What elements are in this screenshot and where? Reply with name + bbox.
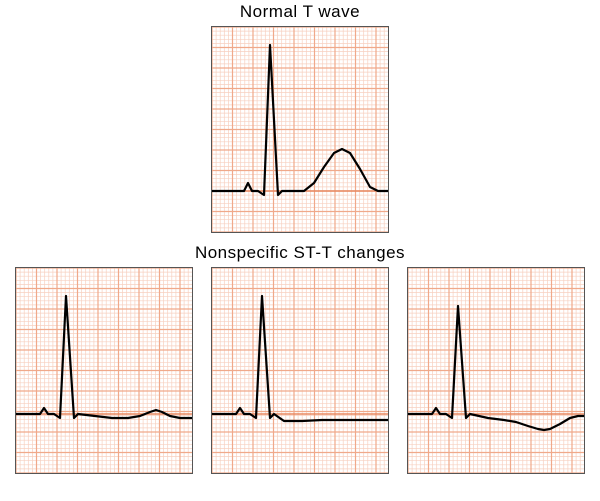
title-normal: Normal T wave [240, 2, 360, 22]
row-normal [211, 26, 389, 233]
chart-stt-1 [15, 267, 193, 474]
chart-normal [211, 26, 389, 233]
chart-stt-3 [407, 267, 585, 474]
row-stt [15, 267, 585, 474]
title-stt: Nonspecific ST-T changes [195, 243, 405, 263]
chart-stt-2 [211, 267, 389, 474]
